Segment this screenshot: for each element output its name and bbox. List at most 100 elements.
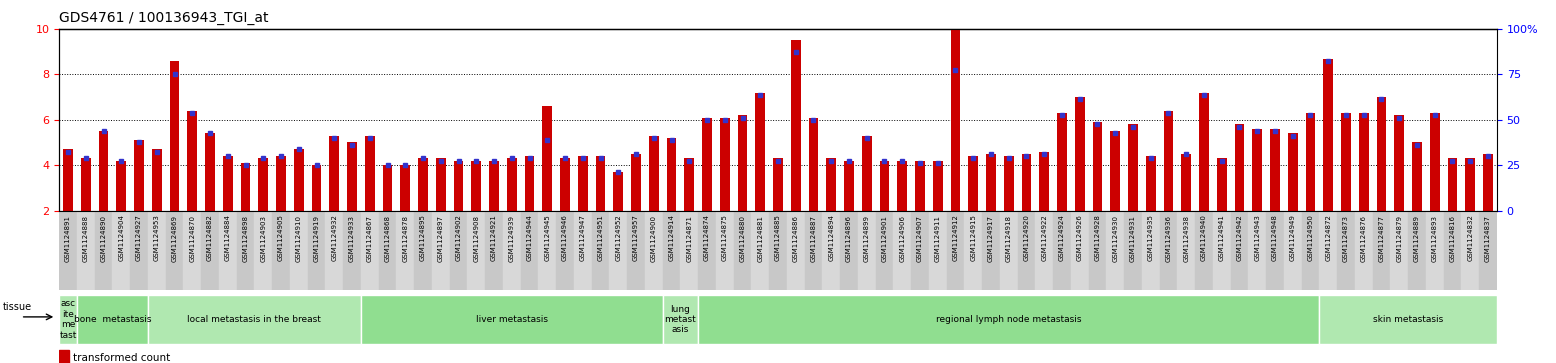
Bar <box>1358 113 1369 211</box>
Text: GSM1124940: GSM1124940 <box>1201 215 1207 261</box>
Bar <box>1288 133 1298 211</box>
Bar <box>59 295 76 344</box>
Bar <box>663 211 680 290</box>
Bar <box>258 158 268 211</box>
Bar <box>165 211 184 290</box>
Bar <box>433 211 450 290</box>
Bar <box>1092 122 1102 211</box>
Bar <box>503 211 521 290</box>
Text: GSM1124905: GSM1124905 <box>279 215 285 261</box>
Text: GSM1124908: GSM1124908 <box>473 215 479 261</box>
Bar <box>627 211 644 290</box>
Bar <box>702 118 713 211</box>
Bar <box>1248 211 1267 290</box>
Bar <box>965 211 982 290</box>
Bar <box>591 211 610 290</box>
Bar <box>1394 115 1404 211</box>
Text: GSM1124895: GSM1124895 <box>420 215 426 261</box>
Bar <box>1075 97 1085 211</box>
Bar <box>1178 211 1195 290</box>
Bar <box>1035 211 1053 290</box>
Text: GSM1124928: GSM1124928 <box>1094 215 1100 261</box>
Text: transformed count: transformed count <box>73 353 170 363</box>
Bar <box>1159 211 1178 290</box>
Bar <box>134 140 143 211</box>
Text: GSM1124896: GSM1124896 <box>846 215 853 261</box>
Text: GSM1124930: GSM1124930 <box>1113 215 1119 261</box>
Text: GSM1124871: GSM1124871 <box>686 215 692 261</box>
Bar <box>1480 211 1497 290</box>
Text: asc
ite
me
tast: asc ite me tast <box>59 299 76 339</box>
Text: GSM1124919: GSM1124919 <box>313 215 319 261</box>
Bar <box>184 211 201 290</box>
Bar <box>912 211 929 290</box>
Bar <box>131 211 148 290</box>
Bar <box>804 211 823 290</box>
Bar <box>308 211 325 290</box>
Text: GSM1124901: GSM1124901 <box>882 215 887 261</box>
Text: GSM1124899: GSM1124899 <box>864 215 870 261</box>
Bar <box>521 211 538 290</box>
Text: GSM1124887: GSM1124887 <box>811 215 817 261</box>
Bar <box>773 158 783 211</box>
Text: GSM1124882: GSM1124882 <box>207 215 213 261</box>
Bar <box>929 211 946 290</box>
Bar <box>1111 131 1120 211</box>
Text: GSM1124944: GSM1124944 <box>526 215 532 261</box>
Text: GSM1124932: GSM1124932 <box>331 215 338 261</box>
Text: GSM1124886: GSM1124886 <box>792 215 798 261</box>
Bar <box>59 211 76 290</box>
Text: GSM1124874: GSM1124874 <box>703 215 710 261</box>
Bar <box>76 295 148 344</box>
Text: GSM1124878: GSM1124878 <box>403 215 408 261</box>
Text: GSM1124868: GSM1124868 <box>384 215 391 261</box>
Text: GSM1124943: GSM1124943 <box>1254 215 1260 261</box>
Bar <box>951 25 960 211</box>
Bar <box>325 211 344 290</box>
Text: GSM1124915: GSM1124915 <box>971 215 976 261</box>
Text: GSM1124881: GSM1124881 <box>758 215 764 261</box>
Bar <box>613 172 622 211</box>
Bar <box>716 211 733 290</box>
Bar <box>148 211 165 290</box>
Bar <box>555 211 574 290</box>
Text: liver metastasis: liver metastasis <box>476 315 548 324</box>
Bar <box>95 211 112 290</box>
Text: GDS4761 / 100136943_TGI_at: GDS4761 / 100136943_TGI_at <box>59 11 269 25</box>
Bar <box>1234 124 1245 211</box>
Bar <box>436 158 445 211</box>
Text: GSM1124869: GSM1124869 <box>171 215 177 261</box>
Bar <box>294 149 303 211</box>
Bar <box>1466 158 1475 211</box>
Bar <box>272 211 289 290</box>
Bar <box>610 211 627 290</box>
Bar <box>361 295 663 344</box>
Bar <box>1181 154 1192 211</box>
Bar <box>826 158 836 211</box>
Text: GSM1124931: GSM1124931 <box>1130 215 1136 261</box>
Bar <box>1164 111 1173 211</box>
Bar <box>644 211 663 290</box>
Bar <box>738 115 747 211</box>
Bar <box>1195 211 1212 290</box>
Bar <box>876 211 893 290</box>
Bar <box>1305 113 1315 211</box>
Bar <box>934 160 943 211</box>
Text: skin metastasis: skin metastasis <box>1372 315 1444 324</box>
Bar <box>787 211 804 290</box>
Bar <box>489 160 499 211</box>
Bar <box>1004 156 1013 211</box>
Bar <box>117 160 126 211</box>
Text: GSM1124867: GSM1124867 <box>367 215 373 261</box>
Text: GSM1124910: GSM1124910 <box>296 215 302 261</box>
Bar <box>223 156 233 211</box>
Bar <box>1323 58 1333 211</box>
Bar <box>400 165 411 211</box>
Text: GSM1124877: GSM1124877 <box>1379 215 1385 261</box>
Bar <box>699 295 1319 344</box>
Bar <box>968 156 979 211</box>
Bar <box>1483 154 1492 211</box>
Bar <box>81 158 90 211</box>
Bar <box>378 211 397 290</box>
Text: GSM1124898: GSM1124898 <box>243 215 249 261</box>
